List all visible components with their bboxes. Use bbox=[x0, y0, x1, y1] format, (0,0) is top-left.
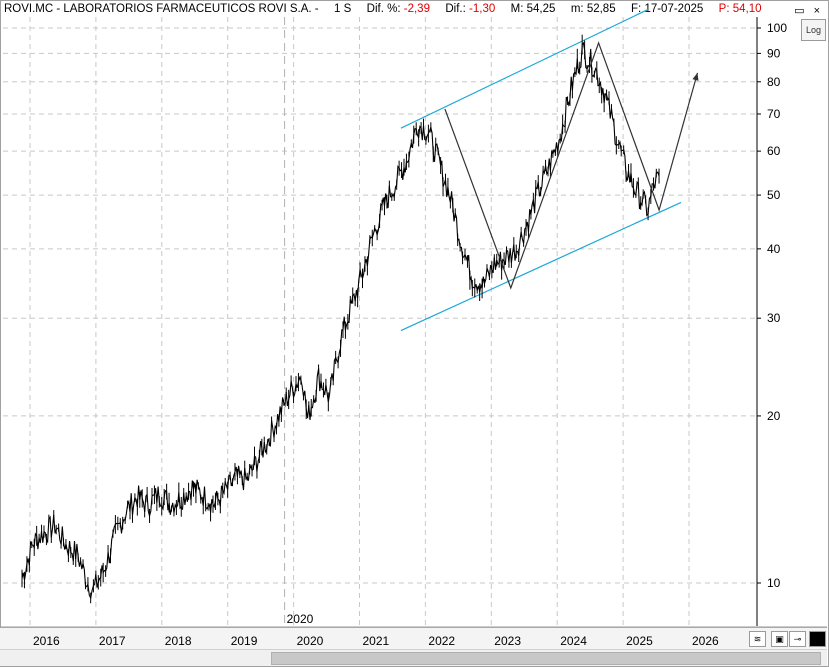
x-tick-label: 2016 bbox=[33, 634, 60, 648]
arrowhead-icon bbox=[692, 72, 699, 81]
max-label: M: bbox=[510, 3, 524, 15]
y-tick-label: 80 bbox=[767, 75, 781, 89]
x-tick-label: 2026 bbox=[692, 634, 719, 648]
x-tick-label: 2017 bbox=[99, 634, 126, 648]
x-tick-label: 2021 bbox=[363, 634, 390, 648]
channel-lower-line bbox=[400, 201, 682, 332]
x-tick-label: 2020 bbox=[297, 634, 324, 648]
pin-icon[interactable]: ⊸ bbox=[789, 631, 806, 647]
y-tick-label: 90 bbox=[767, 46, 781, 60]
max-value: 54,25 bbox=[526, 3, 556, 15]
min-label: m: bbox=[570, 3, 584, 15]
price-value: 54,10 bbox=[732, 3, 762, 15]
zoom-tool-icon[interactable]: ≋ bbox=[749, 631, 766, 647]
pattern-projection-line bbox=[444, 41, 699, 290]
color-swatch-icon[interactable] bbox=[809, 631, 826, 647]
date-value: 17-07-2025 bbox=[644, 3, 704, 15]
y-tick-label: 70 bbox=[767, 107, 781, 121]
symbol-name: ROVI.MC - LABORATORIOS FARMACEUTICOS ROV… bbox=[4, 3, 319, 15]
dif-value: -1,30 bbox=[469, 3, 496, 15]
y-tick-label: 100 bbox=[767, 21, 787, 35]
price-series-line bbox=[21, 41, 660, 600]
window-buttons[interactable]: ▭ × bbox=[794, 5, 823, 17]
channel-upper-line bbox=[400, 8, 649, 129]
period-label: 1 S bbox=[334, 3, 352, 15]
dif-pct-value: -2,39 bbox=[403, 3, 430, 15]
cursor-label: 2020 bbox=[287, 612, 314, 626]
y-tick-label: 30 bbox=[767, 311, 781, 325]
x-tick-label: 2019 bbox=[231, 634, 258, 648]
y-tick-label: 40 bbox=[767, 242, 781, 256]
log-scale-toggle[interactable]: Log bbox=[801, 19, 826, 41]
x-tick-label: 2024 bbox=[560, 634, 587, 648]
scrollbar-thumb[interactable] bbox=[271, 652, 821, 665]
x-tick-label: 2023 bbox=[494, 634, 521, 648]
chart-header: ROVI.MC - LABORATORIOS FARMACEUTICOS ROV… bbox=[4, 3, 762, 19]
save-icon[interactable]: ▣ bbox=[771, 631, 788, 647]
x-tick-label: 2022 bbox=[428, 634, 455, 648]
y-tick-label: 50 bbox=[767, 188, 781, 202]
y-tick-label: 10 bbox=[767, 576, 781, 590]
y-tick-label: 20 bbox=[767, 409, 781, 423]
dif-label: Dif.: bbox=[445, 3, 466, 15]
x-tick-label: 2025 bbox=[626, 634, 653, 648]
x-tick-label: 2018 bbox=[165, 634, 192, 648]
y-tick-label: 60 bbox=[767, 144, 781, 158]
min-value: 52,85 bbox=[586, 3, 616, 15]
price-label: P: bbox=[718, 3, 730, 15]
date-label: F: bbox=[631, 3, 642, 15]
dif-pct-label: Dif. %: bbox=[366, 3, 401, 15]
